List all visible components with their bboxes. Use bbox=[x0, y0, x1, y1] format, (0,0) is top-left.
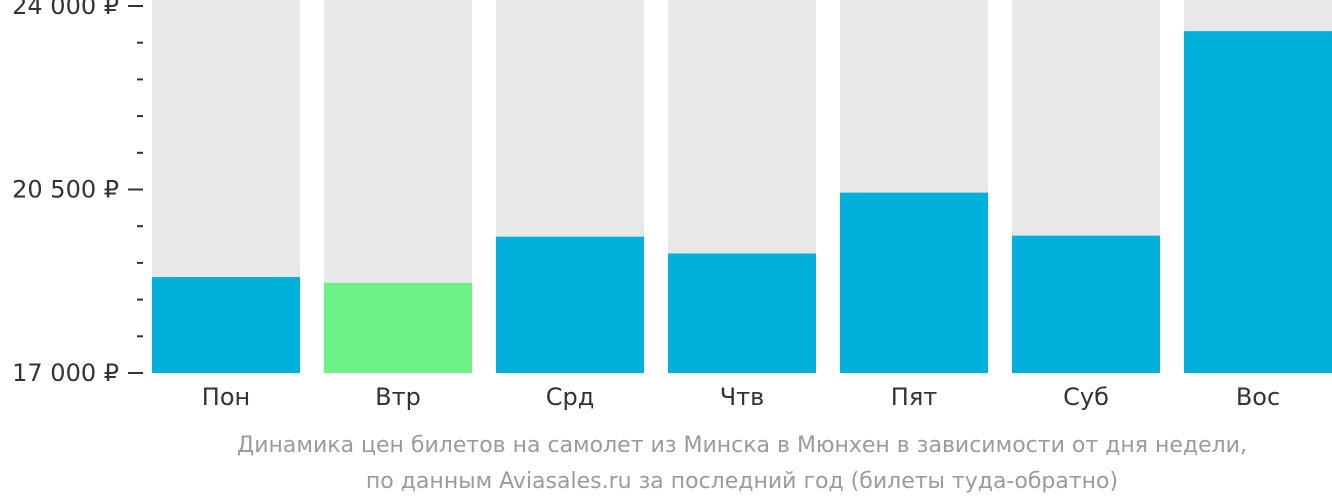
bar bbox=[324, 282, 472, 373]
chart-caption: Динамика цен билетов на самолет из Минск… bbox=[237, 433, 1247, 494]
x-tick-label: Чтв bbox=[720, 383, 765, 411]
y-tick-label: 24 000 ₽ bbox=[12, 0, 119, 20]
x-tick-label: Втр bbox=[375, 383, 421, 411]
bar bbox=[152, 277, 300, 373]
bar bbox=[1184, 31, 1332, 374]
x-tick-label: Срд bbox=[546, 383, 595, 411]
category-labels: Пон Втр Срд Чтв Пят Суб Вос bbox=[202, 383, 1280, 411]
bar bbox=[1012, 235, 1160, 373]
x-tick-label: Суб bbox=[1063, 383, 1109, 411]
bar bbox=[496, 236, 644, 373]
bar bbox=[668, 253, 816, 373]
bar bbox=[840, 192, 988, 373]
x-tick-label: Пон bbox=[202, 383, 250, 411]
x-tick-label: Вос bbox=[1236, 383, 1280, 411]
y-axis: 17 000 ₽ 20 500 ₽ 24 000 ₽ bbox=[12, 0, 143, 387]
caption-line-1: Динамика цен билетов на самолет из Минск… bbox=[237, 433, 1247, 458]
y-tick-label: 17 000 ₽ bbox=[12, 359, 119, 387]
x-tick-label: Пят bbox=[891, 383, 937, 411]
caption-line-2: по данным Aviasales.ru за последний год … bbox=[366, 469, 1118, 494]
y-tick-label: 20 500 ₽ bbox=[12, 176, 119, 204]
bars bbox=[152, 0, 1332, 374]
